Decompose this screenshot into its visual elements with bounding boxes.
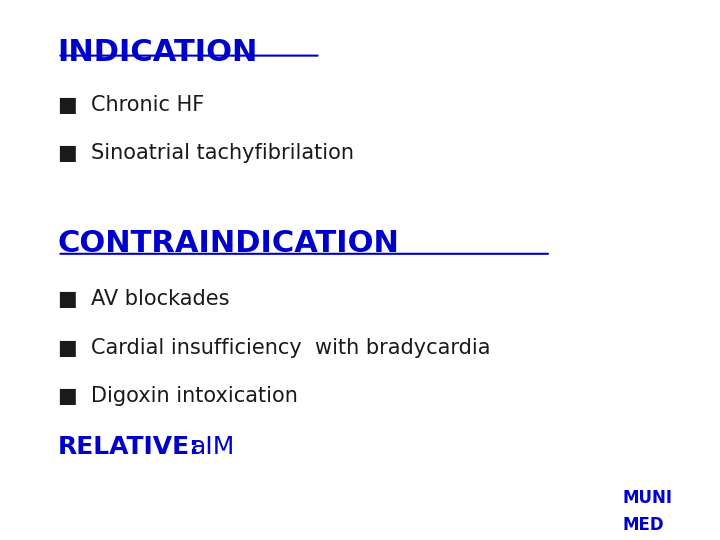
Text: CONTRAINDICATION: CONTRAINDICATION — [58, 230, 400, 259]
Text: MUNI: MUNI — [623, 489, 672, 507]
Text: INDICATION: INDICATION — [58, 38, 258, 67]
Text: MED: MED — [623, 516, 665, 534]
Text: ■  AV blockades: ■ AV blockades — [58, 289, 229, 309]
Text: ■  Sinoatrial tachyfibrilation: ■ Sinoatrial tachyfibrilation — [58, 143, 354, 163]
Text: ■  Chronic HF: ■ Chronic HF — [58, 94, 204, 114]
Text: ■  Digoxin intoxication: ■ Digoxin intoxication — [58, 386, 297, 406]
Text: aIM: aIM — [191, 435, 235, 458]
Text: ■  Cardial insufficiency  with bradycardia: ■ Cardial insufficiency with bradycardia — [58, 338, 490, 357]
Text: RELATIVE:: RELATIVE: — [58, 435, 199, 458]
